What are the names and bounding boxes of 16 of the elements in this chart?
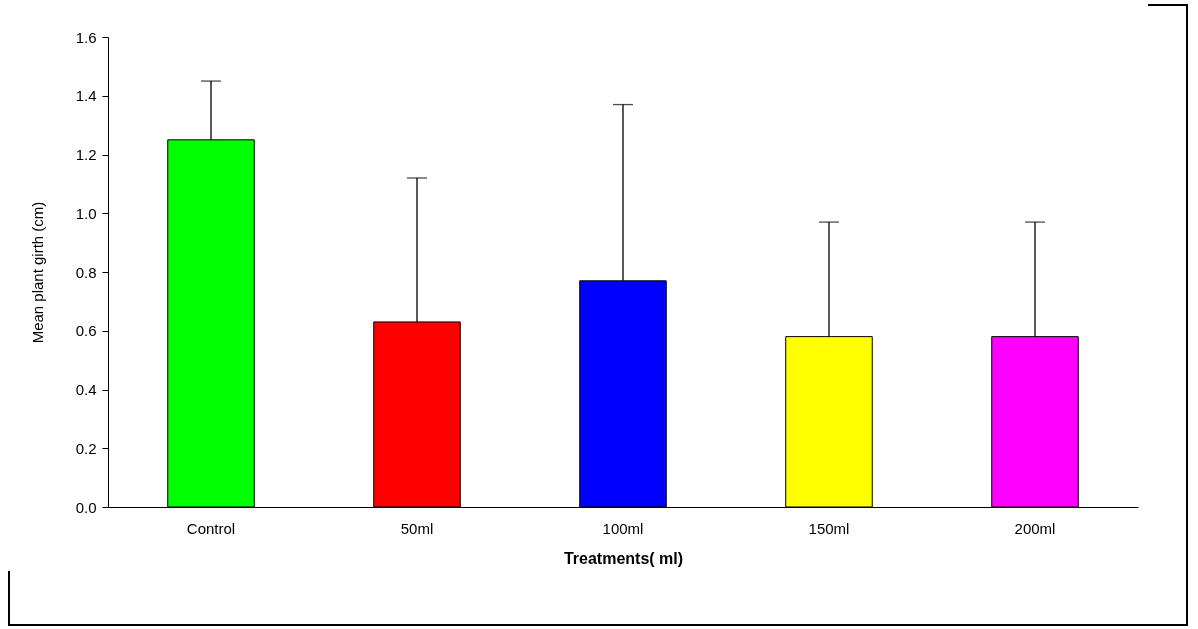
y-tick-label: 1.0 bbox=[75, 204, 97, 222]
y-tick-label: 0.8 bbox=[75, 263, 97, 281]
x-tick-label: 50ml bbox=[400, 519, 434, 537]
y-tick-label: 0.2 bbox=[75, 439, 97, 457]
y-tick-label: 1.4 bbox=[75, 87, 97, 105]
y-axis-title: Mean plant girth (cm) bbox=[28, 201, 46, 344]
y-tick-label: 0.0 bbox=[75, 498, 97, 516]
y-tick-label: 1.2 bbox=[75, 146, 97, 163]
x-tick-label: 200ml bbox=[1014, 519, 1056, 537]
y-tick-label: 0.6 bbox=[75, 322, 97, 340]
x-tick-label: Control bbox=[186, 519, 236, 537]
x-tick-label: 100ml bbox=[602, 519, 644, 537]
x-axis-title: Treatments( ml) bbox=[563, 549, 684, 567]
x-tick-label: 150ml bbox=[808, 519, 850, 537]
y-tick-label: 1.6 bbox=[75, 28, 97, 46]
y-tick-label: 0.4 bbox=[75, 381, 97, 398]
